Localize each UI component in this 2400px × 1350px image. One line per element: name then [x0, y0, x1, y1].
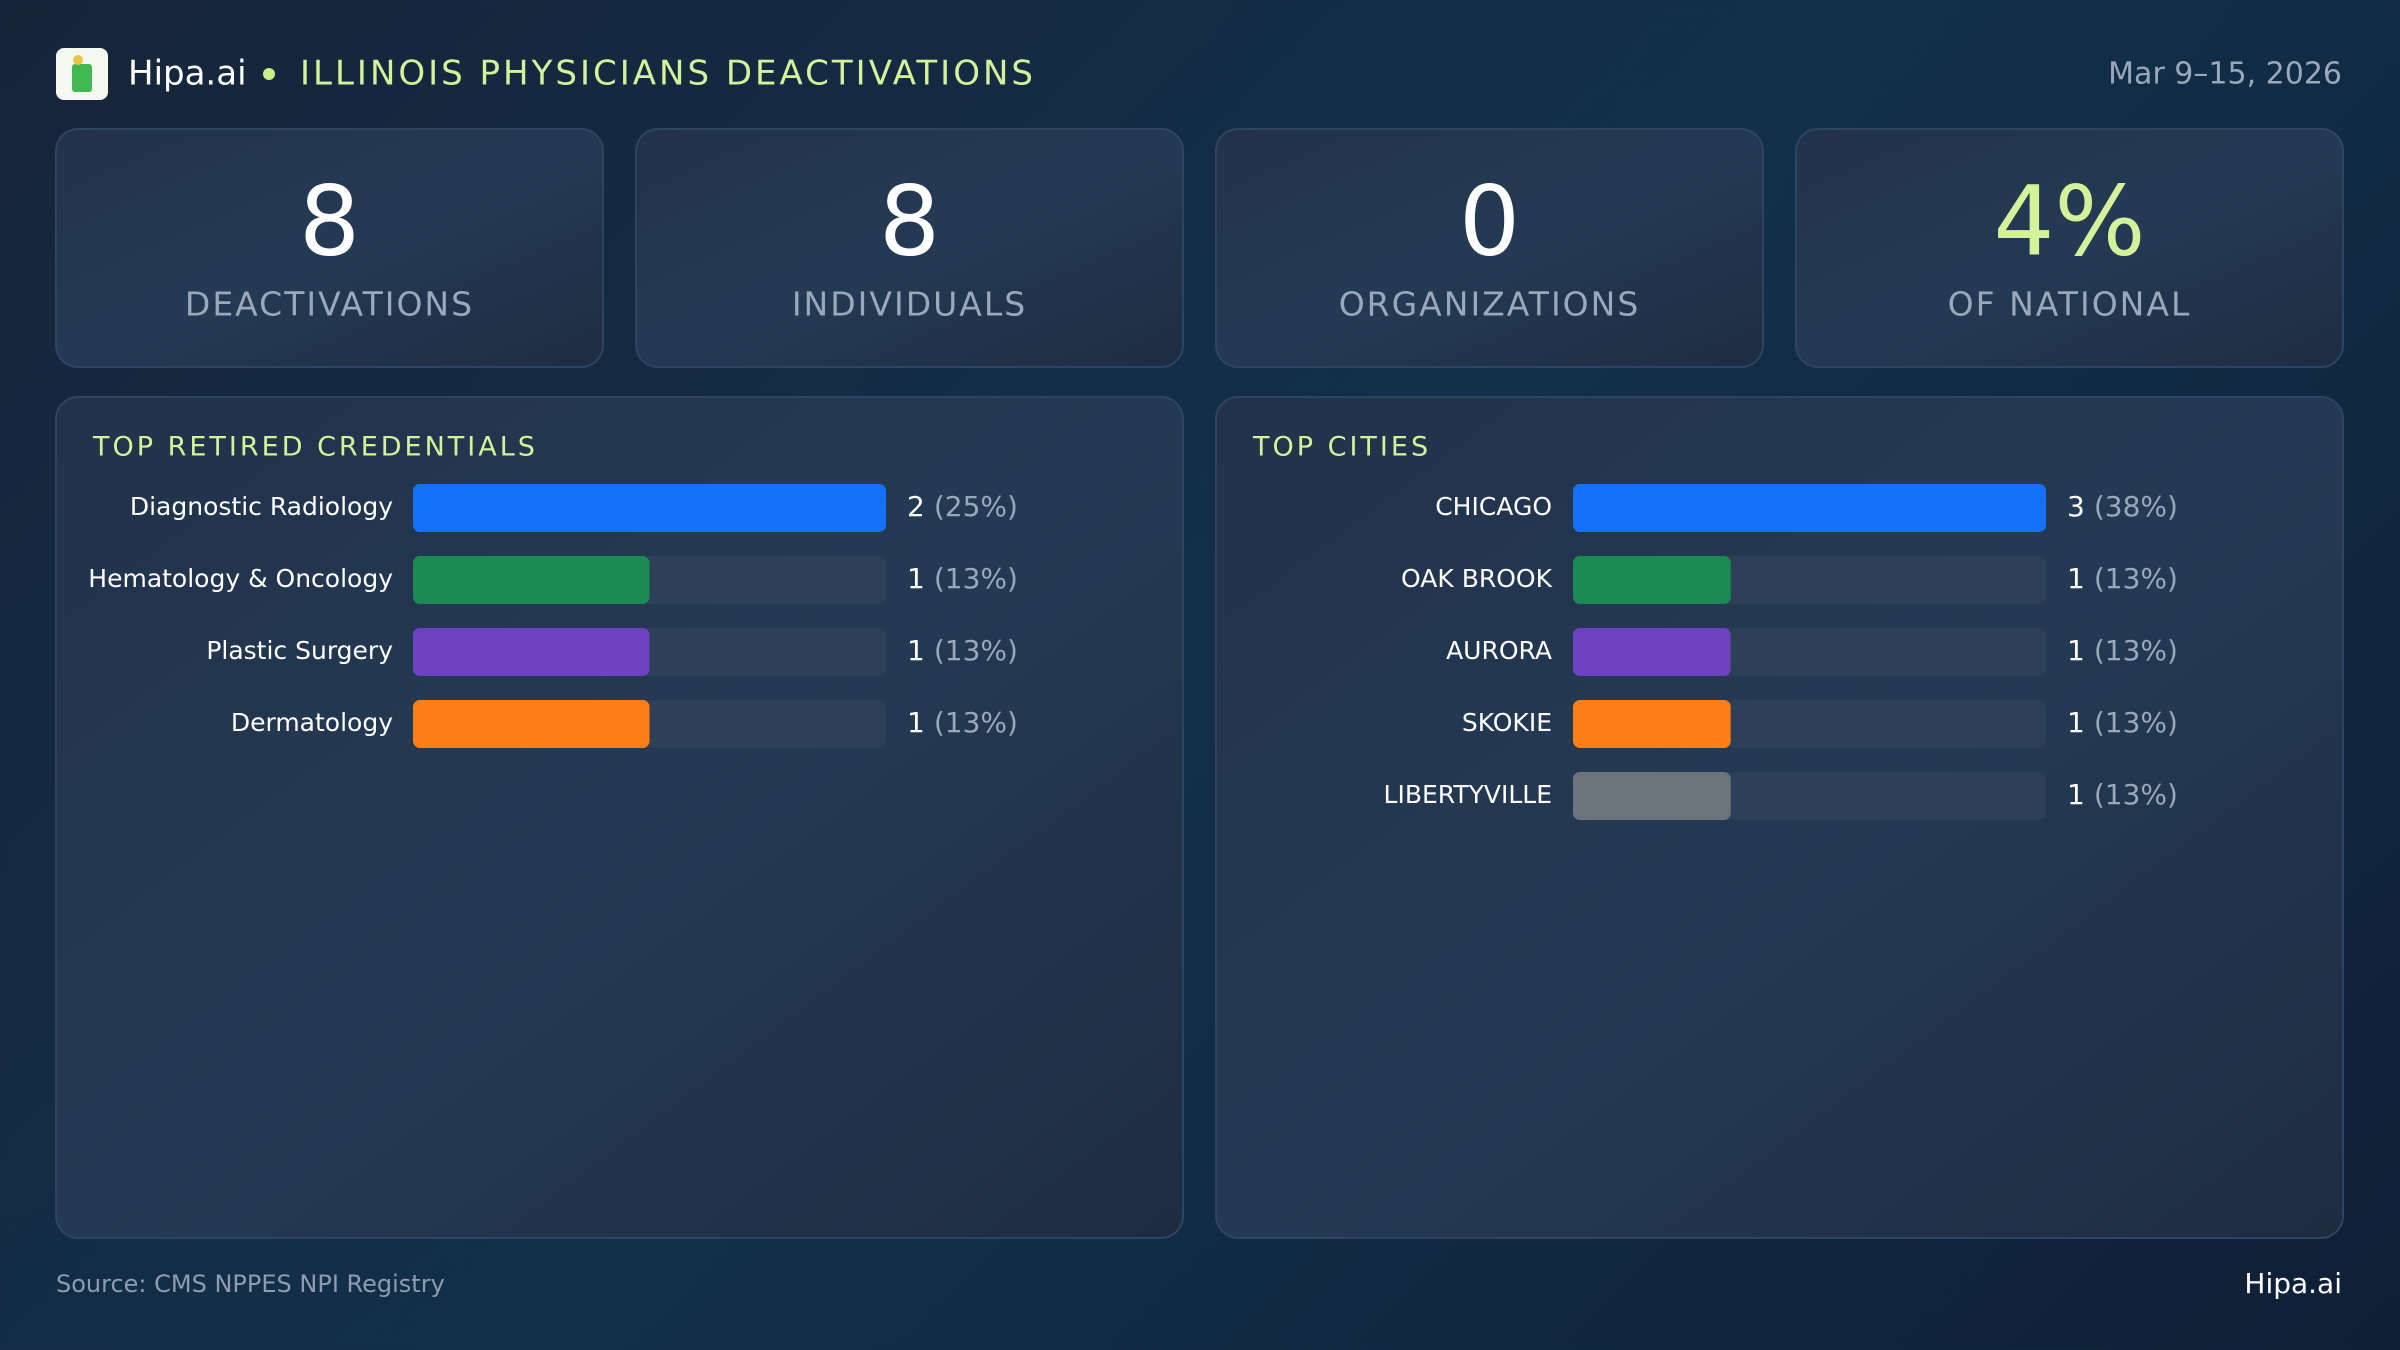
value-label: 1	[907, 706, 925, 739]
share-label: (13%)	[2094, 706, 2178, 739]
panels: TOP RETIRED CREDENTIALS Diagnostic Radiol…	[55, 396, 2344, 1239]
source: Source: CMS NPPES NPI Registry	[56, 1270, 445, 1298]
kpi-card	[1215, 128, 1764, 368]
bar	[413, 556, 650, 604]
kpi-value: 8	[879, 165, 940, 277]
bar	[413, 700, 650, 748]
bar	[413, 628, 650, 676]
kpi-card	[1795, 128, 2344, 368]
bar	[1573, 700, 1731, 748]
category-label: AURORA	[1446, 636, 1552, 665]
value-label: 1	[907, 634, 925, 667]
kpi-value: 4%	[1993, 165, 2145, 277]
date-range: Mar 9–15, 2026	[2108, 57, 2342, 92]
share-label: (38%)	[2094, 490, 2178, 523]
page-title: ILLINOIS PHYSICIANS DEACTIVATIONS	[300, 54, 1036, 94]
panel	[55, 396, 1184, 1239]
bar	[1573, 556, 1731, 604]
kpi-value: 8	[299, 165, 360, 277]
category-label: SKOKIE	[1462, 708, 1552, 737]
category-label: Diagnostic Radiology	[130, 492, 393, 521]
panel-title: TOP RETIRED CREDENTIALS	[92, 432, 538, 463]
value-label: 2	[907, 490, 925, 523]
bar	[1573, 628, 1731, 676]
value-label: 1	[2067, 634, 2085, 667]
category-label: LIBERTYVILLE	[1384, 780, 1552, 809]
panel-title: TOP CITIES	[1252, 432, 1431, 463]
share-label: (13%)	[934, 706, 1018, 739]
share-label: (13%)	[2094, 634, 2178, 667]
category-label: OAK BROOK	[1401, 564, 1553, 593]
kpi-label: DEACTIVATIONS	[185, 285, 474, 324]
category-label: Plastic Surgery	[206, 636, 393, 665]
kpi-value: 0	[1459, 165, 1520, 277]
kpi-label: INDIVIDUALS	[792, 285, 1027, 324]
brand: Hipa.ai	[128, 54, 247, 94]
category-label: Hematology & Oncology	[88, 564, 393, 593]
logo-icon	[72, 64, 92, 92]
bar	[413, 484, 886, 532]
kpi-card	[55, 128, 604, 368]
share-label: (25%)	[934, 490, 1018, 523]
share-label: (13%)	[2094, 562, 2178, 595]
value-label: 3	[2067, 490, 2085, 523]
kpi-label: OF NATIONAL	[1948, 285, 2192, 324]
value-label: 1	[907, 562, 925, 595]
share-label: (13%)	[2094, 778, 2178, 811]
share-label: (13%)	[934, 562, 1018, 595]
bar	[1573, 484, 2046, 532]
footer-brand: Hipa.ai	[2244, 1267, 2342, 1300]
kpi-label: ORGANIZATIONS	[1339, 285, 1641, 324]
value-label: 1	[2067, 562, 2085, 595]
value-label: 1	[2067, 778, 2085, 811]
category-label: Dermatology	[231, 708, 393, 737]
category-label: CHICAGO	[1435, 492, 1552, 521]
separator	[263, 68, 275, 80]
logo-icon	[73, 55, 83, 65]
share-label: (13%)	[934, 634, 1018, 667]
kpi-card	[635, 128, 1184, 368]
kpi-row: 8 DEACTIVATIONS 8 INDIVIDUALS 0 ORGANIZATIONS…	[55, 128, 2344, 368]
bar	[1573, 772, 1731, 820]
value-label: 1	[2067, 706, 2085, 739]
